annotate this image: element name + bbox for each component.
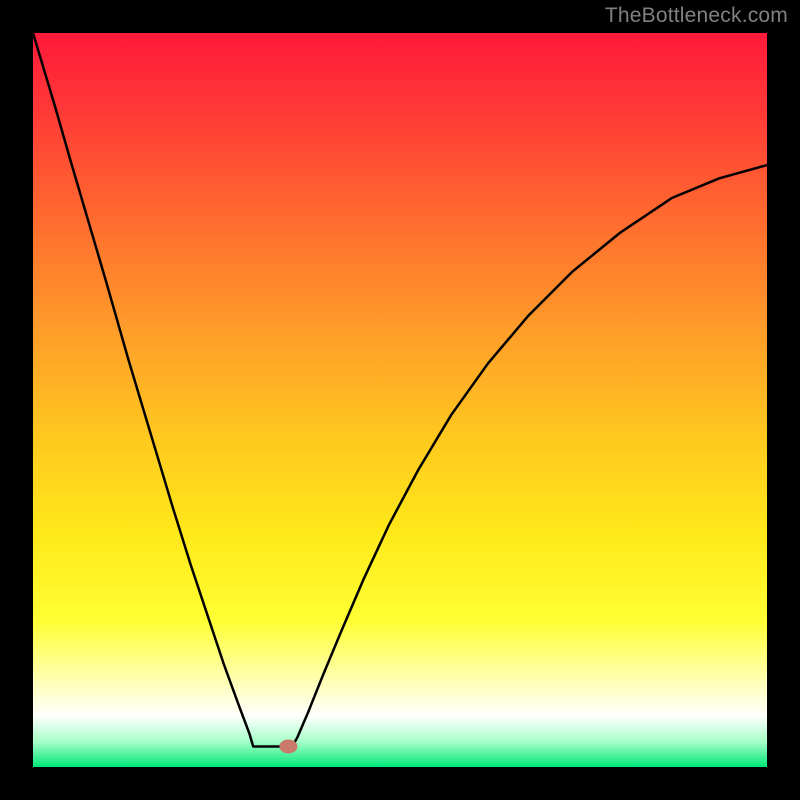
apex-marker (279, 739, 297, 753)
gradient-background (33, 33, 767, 767)
chart-container: TheBottleneck.com (0, 0, 800, 800)
plot-svg (33, 33, 767, 767)
plot-area (33, 33, 767, 767)
watermark-text: TheBottleneck.com (605, 4, 788, 28)
